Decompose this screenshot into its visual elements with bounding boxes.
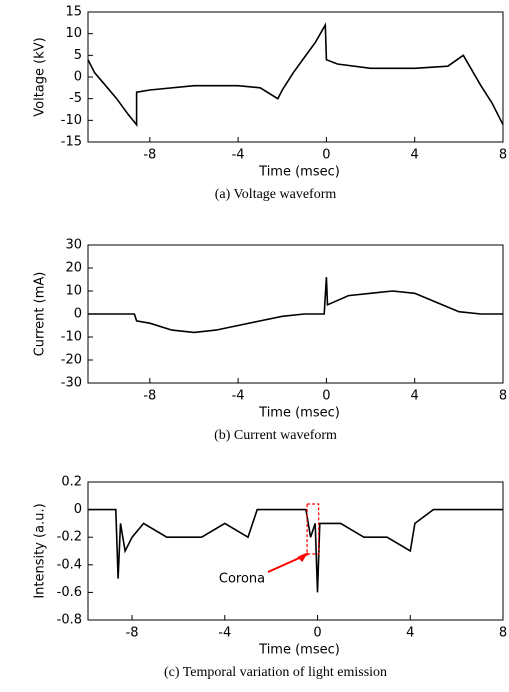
y-axis-label: Intensity (a.u.)	[33, 503, 48, 598]
x-tick-label: 4	[411, 389, 419, 404]
x-axis-label: Time (msec)	[258, 165, 340, 180]
y-tick-label: -0.6	[57, 585, 82, 600]
y-tick-label: 0	[74, 502, 82, 517]
plot-frame	[87, 244, 504, 384]
x-tick-label: -4	[232, 389, 245, 404]
y-tick-label: -0.2	[57, 530, 82, 545]
waveform	[88, 508, 503, 593]
x-tick-label: 0	[322, 389, 330, 404]
x-tick-label: 8	[499, 626, 507, 641]
arrow-head	[297, 552, 309, 562]
x-tick-label: 0	[313, 626, 321, 641]
x-tick-label: 4	[411, 148, 419, 163]
y-tick-label: 10	[65, 284, 82, 299]
y-tick-label: -30	[61, 376, 82, 391]
y-tick-label: 20	[65, 261, 82, 276]
x-tick-label: 8	[499, 389, 507, 404]
plot-frame	[87, 481, 504, 621]
y-tick-label: 0	[74, 307, 82, 322]
y-tick-label: -10	[61, 330, 82, 345]
x-tick-label: -8	[143, 389, 156, 404]
x-axis-label: Time (msec)	[258, 643, 340, 658]
caption: (b) Current waveform	[214, 428, 337, 443]
waveform	[87, 22, 504, 127]
waveform	[88, 277, 503, 334]
y-tick-label: 0.2	[61, 475, 82, 490]
y-tick-label: 15	[65, 5, 82, 20]
plot-frame	[87, 11, 504, 143]
caption: (c) Temporal variation of light emission	[164, 665, 387, 680]
y-tick-label: 5	[74, 48, 82, 63]
y-tick-label: 0	[74, 70, 82, 85]
y-tick-label: 10	[65, 26, 82, 41]
caption: (a) Voltage waveform	[215, 187, 337, 202]
y-tick-label: -0.8	[57, 613, 82, 628]
y-axis-label: Voltage (kV)	[33, 37, 48, 116]
y-tick-label: -20	[61, 353, 82, 368]
x-tick-label: -4	[218, 626, 231, 641]
y-tick-label: 30	[65, 238, 82, 253]
x-tick-label: 8	[499, 148, 507, 163]
y-tick-label: -15	[61, 135, 82, 150]
y-tick-label: -5	[69, 91, 82, 106]
x-tick-label: -8	[126, 626, 139, 641]
x-tick-label: 4	[406, 626, 414, 641]
x-axis-label: Time (msec)	[258, 406, 340, 421]
annotation-box	[306, 503, 320, 555]
y-axis-label: Current (mA)	[33, 272, 48, 357]
x-tick-label: -8	[143, 148, 156, 163]
y-tick-label: -10	[61, 113, 82, 128]
x-tick-label: 0	[322, 148, 330, 163]
annotation: Corona	[219, 572, 265, 587]
y-tick-label: -0.4	[57, 557, 82, 572]
x-tick-label: -4	[232, 148, 245, 163]
